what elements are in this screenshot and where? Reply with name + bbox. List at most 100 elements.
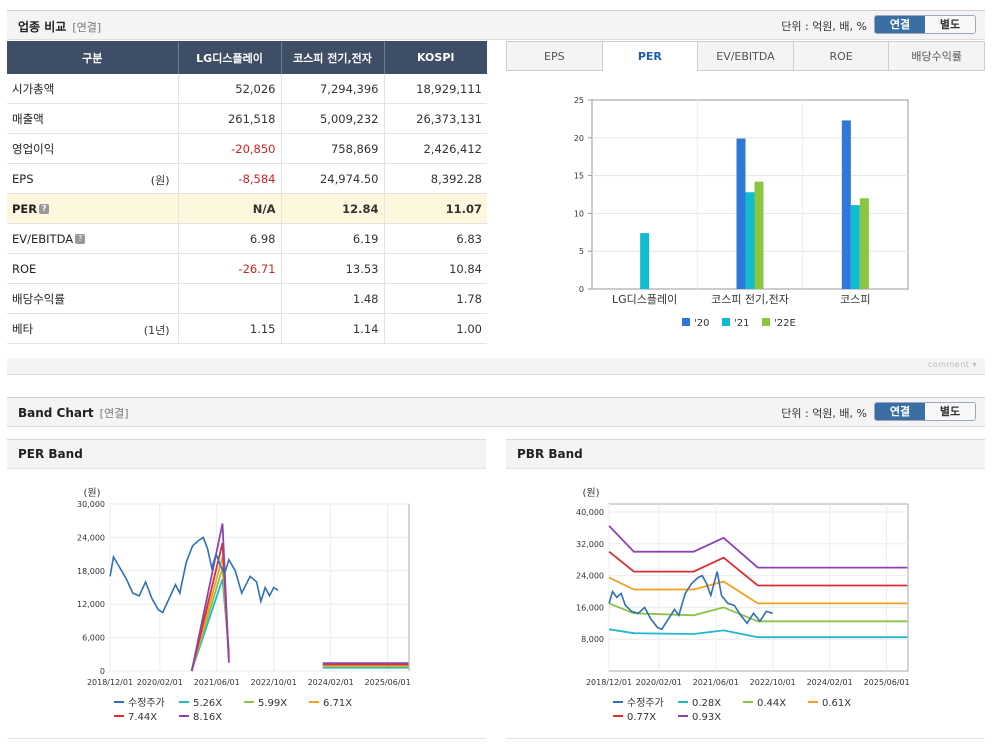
metric-tabs: EPS PER EV/EBITDA ROE 배당수익률: [506, 41, 985, 71]
comment-strip: comment ▾: [7, 358, 985, 375]
table-row: PER? N/A 12.84 11.07: [7, 193, 487, 224]
help-icon[interactable]: ?: [75, 234, 86, 244]
row-label-text: EV/EBITDA: [12, 231, 74, 246]
per-band-title: PER Band: [18, 447, 83, 461]
band-separate-button[interactable]: 별도: [925, 403, 975, 420]
col-header-company: LG디스플레이: [178, 41, 282, 74]
bar: [736, 138, 746, 289]
cell-value: 10.84: [384, 253, 487, 284]
band-consolidated-button[interactable]: 연결: [875, 403, 925, 420]
row-label: EV/EBITDA?: [7, 223, 179, 254]
y-tick-label: 24,000: [576, 572, 604, 581]
band-line: [190, 523, 230, 672]
legend-label: 0.77X: [627, 712, 656, 723]
consolidated-button[interactable]: 연결: [875, 16, 925, 33]
comparison-header: 업종 비교 [연결] 단위 : 억원, 배, % 연결 별도: [7, 10, 985, 40]
legend-label: 수정주가: [128, 697, 165, 709]
cell-value: 18,929,111: [384, 74, 487, 104]
cell-value: -20,850: [178, 133, 282, 164]
y-tick-label: 25: [574, 96, 584, 105]
x-tick-label: LG디스플레이: [612, 293, 677, 306]
legend-swatch: [722, 318, 730, 326]
per-bar-chart: 0 5 10 15 20 25 LG디스플레이 코스피 전기,전자 코스피 '20 '21 '22E: [574, 96, 909, 329]
cell-value: [178, 283, 282, 314]
legend-swatch: [682, 318, 690, 326]
per-band-bottom-line: [7, 738, 486, 739]
comparison-subtitle: [연결]: [72, 21, 102, 34]
legend-label: 6.71X: [323, 698, 352, 709]
row-unit-note: (원): [150, 174, 170, 187]
cell-value: 12.84: [281, 193, 385, 224]
tab-roe[interactable]: ROE: [793, 41, 890, 71]
row-label-text: 영업이익: [12, 141, 55, 156]
col-header-category: 구분: [7, 41, 179, 74]
row-label-text: 매출액: [12, 111, 44, 126]
bar: [859, 198, 869, 289]
y-tick-label: 8,000: [581, 635, 604, 644]
legend-label: 5.99X: [258, 698, 287, 709]
x-tick-label: 2021/06/01: [194, 678, 240, 687]
band-subtitle: [연결]: [99, 407, 129, 420]
y-tick-label: 40,000: [576, 508, 604, 517]
cell-value: 6.19: [281, 223, 385, 254]
x-tick-label: 2018/12/01: [586, 678, 632, 687]
pbr-band-header: PBR Band: [506, 439, 985, 469]
band-line: [608, 628, 908, 639]
y-unit-label: (원): [83, 487, 100, 499]
legend-label: 수정주가: [627, 697, 664, 709]
row-label: 매출액: [7, 103, 179, 134]
x-tick-label: 2021/06/01: [693, 678, 739, 687]
band-unit: 단위 : 억원, 배, %: [781, 407, 867, 420]
y-tick-label: 0: [100, 667, 105, 676]
x-tick-label: 2018/12/01: [87, 678, 133, 687]
col-header-sector: 코스피 전기,전자: [281, 41, 385, 74]
row-label-text: 배당수익률: [12, 291, 65, 306]
per-band-chart: (원) 0 6,000 12,000 18,000 24,000 30,000 2018/12…: [77, 487, 411, 723]
y-tick-label: 32,000: [576, 540, 604, 549]
x-tick-label: 2020/02/01: [636, 678, 682, 687]
bar: [640, 233, 650, 289]
cell-value: 13.53: [281, 253, 385, 284]
tab-eps[interactable]: EPS: [506, 41, 603, 71]
row-label-text: EPS: [12, 171, 34, 186]
x-tick-label: 2022/10/01: [251, 678, 297, 687]
band-line: [608, 602, 908, 623]
x-tick-label: 2022/10/01: [750, 678, 796, 687]
cell-value: 261,518: [178, 103, 282, 134]
separate-button[interactable]: 별도: [925, 16, 975, 33]
y-tick-label: 12,000: [77, 600, 105, 609]
y-tick-label: 20: [574, 134, 584, 143]
y-tick-label: 10: [574, 209, 584, 218]
y-tick-label: 24,000: [77, 533, 105, 542]
cell-value: 1.48: [281, 283, 385, 314]
table-row: 베타 (1년) 1.15 1.14 1.00: [7, 313, 487, 344]
comment-toggle[interactable]: comment ▾: [927, 360, 977, 369]
cell-value: 5,009,232: [281, 103, 385, 134]
y-tick-label: 18,000: [77, 567, 105, 576]
row-label: EPS (원): [7, 163, 179, 194]
x-tick-label: 2024/02/01: [308, 678, 354, 687]
x-tick-label: 코스피: [840, 293, 870, 306]
tab-per[interactable]: PER: [602, 41, 699, 71]
plot-area: [608, 503, 909, 672]
table-row: 매출액 261,518 5,009,232 26,373,131: [7, 103, 487, 134]
price-line: [608, 571, 773, 631]
legend-label: 0.93X: [692, 712, 721, 723]
row-label: 배당수익률: [7, 283, 179, 314]
cell-value: -8,584: [178, 163, 282, 194]
tab-dividend-yield[interactable]: 배당수익률: [889, 41, 985, 71]
help-icon[interactable]: ?: [39, 204, 50, 214]
plot-area: [109, 503, 410, 672]
bar: [850, 205, 860, 289]
col-header-kospi: KOSPI: [384, 41, 487, 74]
bar: [754, 181, 764, 289]
row-label: 시가총액: [7, 74, 179, 104]
comparison-toggle: 연결 별도: [874, 15, 976, 34]
cell-value: 8,392.28: [384, 163, 487, 194]
table-row: EPS (원) -8,584 24,974.50 8,392.28: [7, 163, 487, 194]
cell-value: 2,426,412: [384, 133, 487, 164]
comparison-unit: 단위 : 억원, 배, %: [781, 20, 867, 33]
row-label-text: 베타: [12, 321, 34, 336]
tab-ev-ebitda[interactable]: EV/EBITDA: [698, 41, 794, 71]
row-label: 영업이익: [7, 133, 179, 164]
